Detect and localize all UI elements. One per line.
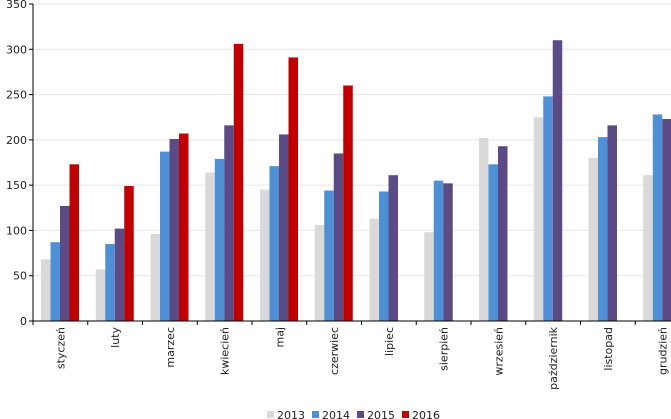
bar-2013 xyxy=(205,172,215,321)
x-tick-label: sierpień xyxy=(438,327,451,371)
x-tick-label: listopad xyxy=(602,327,615,371)
bar-2014 xyxy=(50,242,60,321)
x-tick-label: październik xyxy=(547,326,560,389)
y-axis-ticks: 0 50 100 150 200 250 300 350 xyxy=(6,0,33,328)
x-tick-label: styczeń xyxy=(54,327,67,369)
legend-swatch-2015 xyxy=(357,411,364,418)
bar-2013 xyxy=(314,224,325,321)
x-tick-label: luty xyxy=(109,327,122,348)
legend-swatch-2016 xyxy=(402,411,409,418)
y-tick-label: 350 xyxy=(6,0,27,11)
y-tick-label: 100 xyxy=(6,224,27,237)
bar-2016 xyxy=(69,164,79,321)
y-tick-label: 300 xyxy=(6,43,27,56)
bar-2013 xyxy=(150,234,160,321)
bar-2014 xyxy=(543,96,553,321)
bar-2015 xyxy=(662,119,671,321)
bar-2014 xyxy=(269,166,279,321)
bar-2016 xyxy=(179,133,189,321)
y-tick-label: 150 xyxy=(6,179,27,192)
bar-2013 xyxy=(533,117,544,321)
bar-2015 xyxy=(498,146,508,321)
x-tick-label: lipiec xyxy=(383,327,396,356)
x-tick-label: maj xyxy=(273,327,286,348)
legend-swatch-2013 xyxy=(267,411,274,418)
x-tick-label: wrzesień xyxy=(492,327,505,376)
bar-2013 xyxy=(588,157,598,321)
bar-2013 xyxy=(369,218,379,321)
bar-2013 xyxy=(95,269,106,321)
legend-label-2013: 2013 xyxy=(277,409,305,419)
x-tick-label: grudzień xyxy=(657,327,670,375)
bar-2016 xyxy=(288,57,298,322)
bar-2016 xyxy=(233,43,244,321)
bar-2016 xyxy=(343,85,353,321)
bar-2014 xyxy=(379,191,389,321)
bar-2014 xyxy=(598,137,608,321)
bar-2015 xyxy=(333,153,344,321)
bar-2014 xyxy=(652,114,663,321)
y-tick-label: 250 xyxy=(6,89,27,102)
bar-2013 xyxy=(260,189,270,321)
bar-2013 xyxy=(41,259,51,321)
bar-2014 xyxy=(433,180,444,321)
legend-label-2014: 2014 xyxy=(322,409,350,419)
bar-2014 xyxy=(160,151,170,321)
bar-2015 xyxy=(279,134,289,321)
bar-2013 xyxy=(479,138,489,321)
x-axis-ticks: styczeń luty marzec kwiecień maj czerwiec lipi… xyxy=(32,321,670,390)
legend-label-2015: 2015 xyxy=(367,409,395,419)
legend-swatch-2014 xyxy=(312,411,319,418)
bar-2015 xyxy=(552,40,563,321)
bar-2014 xyxy=(324,190,334,321)
legend-label-2016: 2016 xyxy=(412,409,440,419)
bar-2014 xyxy=(105,244,115,321)
bar-2016 xyxy=(124,186,134,321)
bar-2013 xyxy=(643,175,653,321)
bar-2015 xyxy=(607,125,617,321)
bar-2015 xyxy=(224,125,234,321)
bar-2013 xyxy=(424,232,434,321)
legend: 2013 2014 2015 2016 xyxy=(267,409,440,419)
bar-2015 xyxy=(443,183,453,321)
y-tick-label: 200 xyxy=(6,134,27,147)
bar-2014 xyxy=(214,158,225,321)
x-tick-label: kwiecień xyxy=(219,327,232,375)
x-tick-label: czerwiec xyxy=(328,327,341,375)
gridlines xyxy=(33,3,671,277)
bar-2015 xyxy=(169,138,179,321)
bar-2014 xyxy=(488,164,498,321)
bar-2015 xyxy=(388,175,398,321)
bar-2015 xyxy=(114,228,125,321)
bar-2015 xyxy=(60,205,70,321)
y-tick-label: 50 xyxy=(13,270,27,283)
bars xyxy=(41,40,671,322)
y-tick-label: 0 xyxy=(20,315,27,328)
x-tick-label: marzec xyxy=(164,327,177,368)
